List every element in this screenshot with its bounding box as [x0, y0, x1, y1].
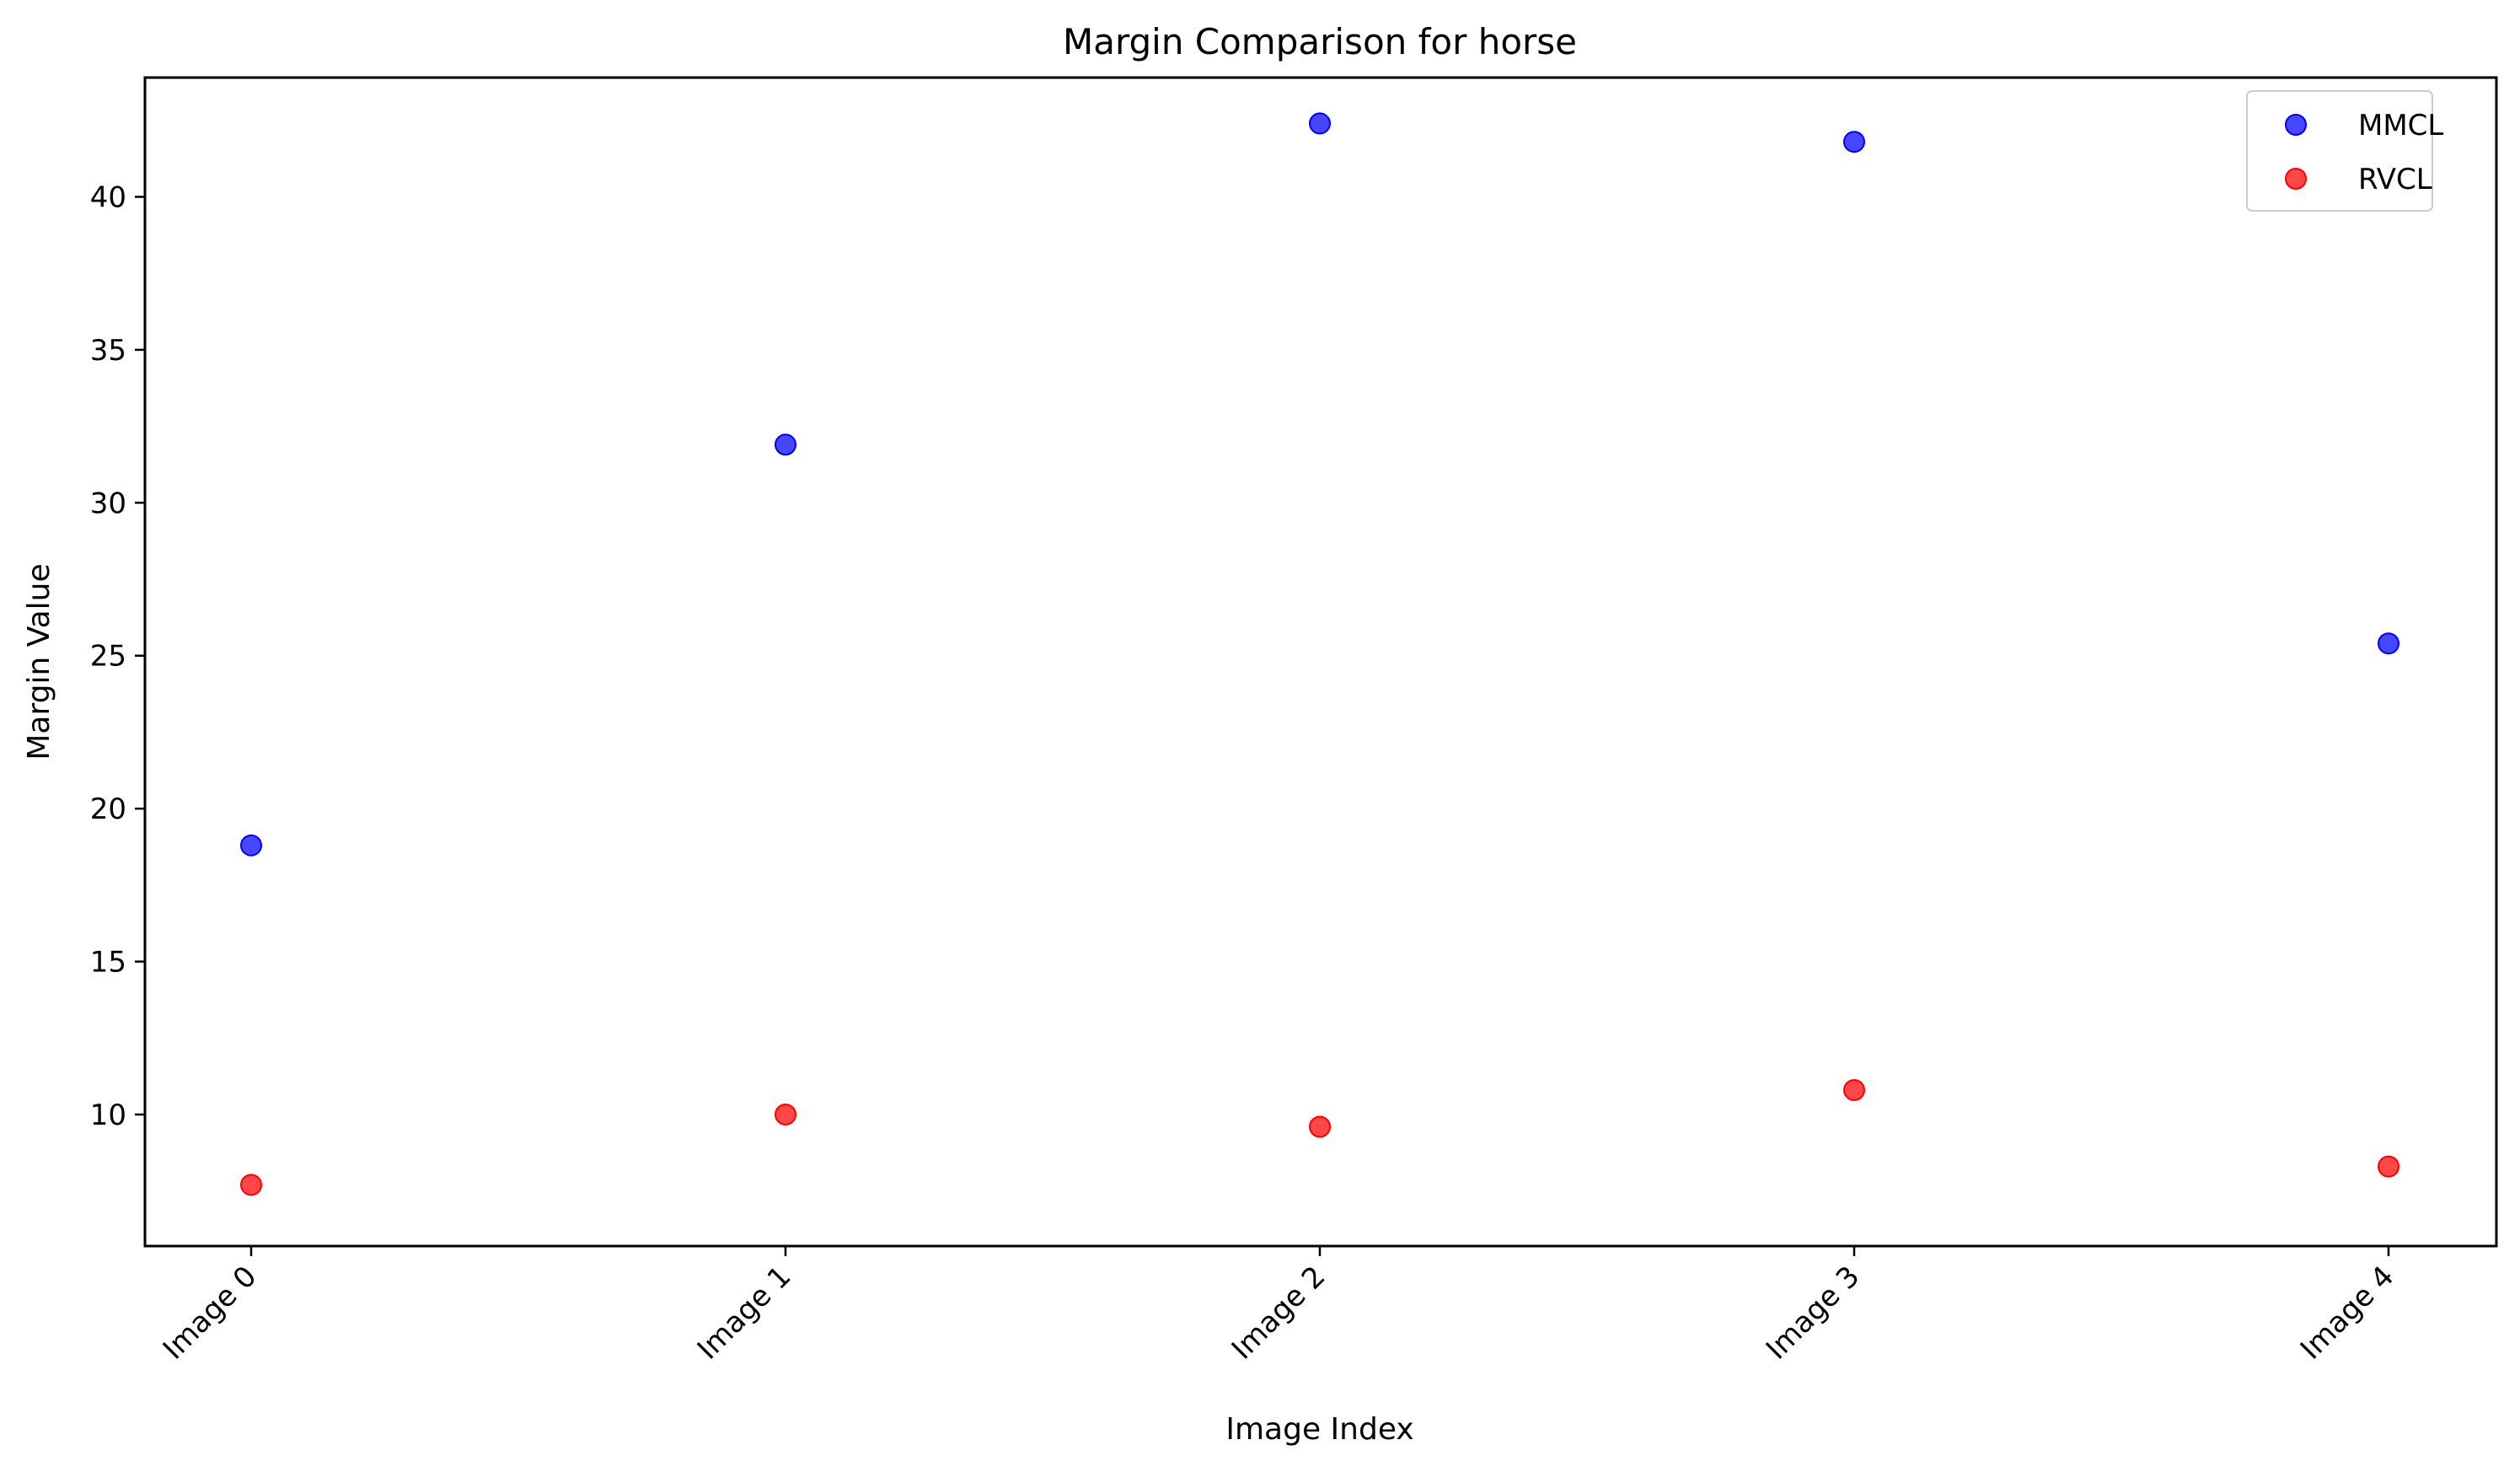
plot-area [143, 76, 2498, 1248]
x-tick-label: Image 4 [2294, 1260, 2401, 1367]
y-tick-label: 20 [90, 792, 126, 826]
point-rvcl-2 [1309, 1115, 1331, 1138]
legend-label-mmcl: MMCL [2358, 109, 2443, 142]
x-tick-label: Image 1 [691, 1260, 798, 1367]
x-tick-label: Image 0 [157, 1260, 264, 1367]
x-tick-label: Image 3 [1760, 1260, 1867, 1367]
point-mmcl-2 [1309, 112, 1331, 135]
legend: MMCL RVCL [2246, 90, 2443, 212]
y-tick-label: 35 [90, 334, 126, 368]
data-points [240, 112, 2399, 1196]
y-tick-label: 40 [90, 181, 126, 215]
legend-marker-rvcl [2285, 168, 2307, 190]
point-mmcl-4 [2378, 632, 2399, 655]
point-rvcl-4 [2378, 1155, 2399, 1178]
y-tick-label: 15 [90, 946, 126, 980]
y-tick-label: 10 [90, 1099, 126, 1132]
y-axis: 10 15 20 25 30 35 40 [90, 181, 145, 1132]
legend-marker-mmcl [2285, 114, 2307, 136]
point-rvcl-0 [240, 1174, 262, 1196]
y-axis-label: Margin Value [22, 563, 56, 760]
point-mmcl-3 [1843, 131, 1865, 153]
y-tick-label: 30 [90, 486, 126, 520]
y-tick-label: 25 [90, 640, 126, 674]
legend-label-rvcl: RVCL [2358, 163, 2432, 196]
point-mmcl-1 [775, 433, 796, 456]
chart-title: Margin Comparison for horse [1063, 21, 1577, 62]
x-axis: Image 0 Image 1 Image 2 Image 3 Image 4 [157, 1246, 2401, 1367]
point-rvcl-3 [1843, 1078, 1865, 1101]
point-rvcl-1 [775, 1103, 796, 1125]
plot-frame [143, 76, 2498, 1248]
point-mmcl-0 [240, 834, 262, 857]
x-tick-label: Image 2 [1225, 1260, 1332, 1367]
x-axis-label: Image Index [1225, 1412, 1413, 1447]
